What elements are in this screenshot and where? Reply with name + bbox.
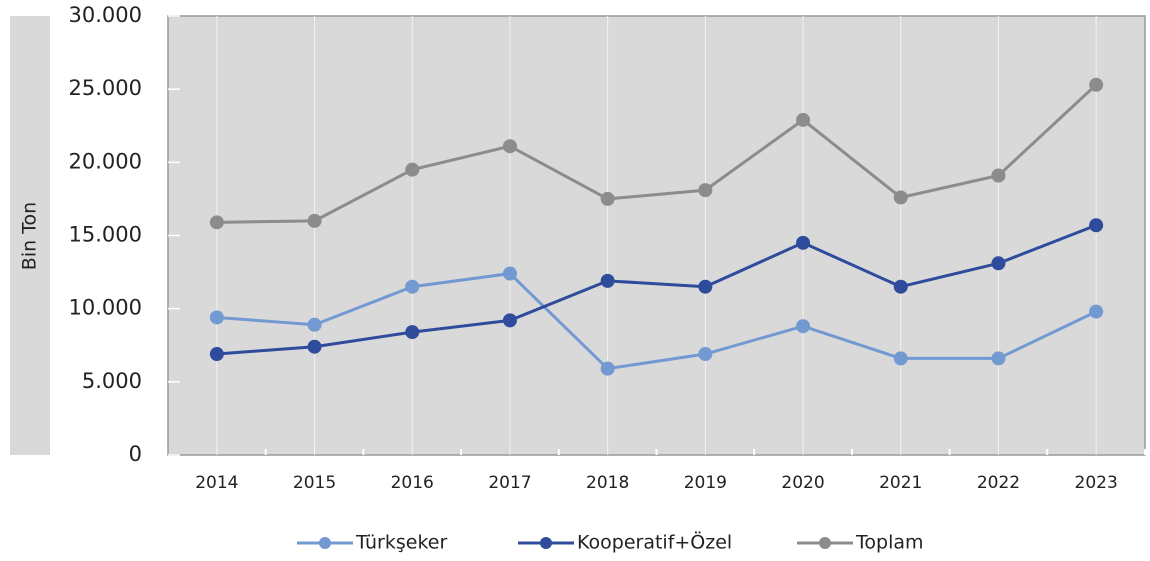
data-point [991, 256, 1006, 271]
x-tick-label: 2019 [684, 473, 727, 493]
y-axis-label: Bin Ton [19, 202, 41, 270]
data-point [893, 351, 908, 366]
y-tick-label: 25.000 [69, 76, 142, 100]
data-point [307, 213, 322, 228]
data-point [307, 339, 322, 354]
y-tick-label: 15.000 [69, 223, 142, 247]
legend-marker [319, 537, 331, 549]
data-point [796, 235, 811, 250]
data-point [209, 215, 224, 230]
data-point [698, 347, 713, 362]
y-tick-label: 30.000 [69, 3, 142, 27]
legend-marker [540, 537, 552, 549]
data-point [502, 139, 517, 154]
x-tick-label: 2016 [391, 473, 434, 493]
x-tick-label: 2023 [1075, 473, 1118, 493]
x-tick-label: 2018 [586, 473, 629, 493]
data-point [1089, 218, 1104, 233]
data-point [991, 351, 1006, 366]
data-point [600, 361, 615, 376]
series-line [216, 223, 1097, 356]
data-point [307, 317, 322, 332]
data-point [209, 347, 224, 362]
y-tick-label: 0 [129, 442, 142, 466]
data-point [698, 279, 713, 294]
data-point [405, 325, 420, 340]
data-point [991, 168, 1006, 183]
x-tick-label: 2014 [195, 473, 238, 493]
data-point [600, 191, 615, 206]
data-point [698, 183, 713, 198]
x-tick-label: 2015 [293, 473, 336, 493]
legend-label: Toplam [855, 532, 924, 554]
data-point [796, 319, 811, 334]
y-tick-label: 5.000 [82, 369, 142, 393]
data-point [893, 190, 908, 205]
data-point [893, 279, 908, 294]
y-label-box [10, 16, 50, 455]
legend-label: Türkşeker [355, 532, 447, 554]
legend-label: Kooperatif+Özel [577, 531, 732, 554]
x-tick-label: 2021 [879, 473, 922, 493]
data-point [502, 313, 517, 328]
data-point [405, 279, 420, 294]
x-tick-label: 2020 [781, 473, 824, 493]
y-tick-label: 20.000 [69, 149, 142, 173]
plot-area [167, 15, 1146, 456]
series-line [216, 271, 1097, 371]
legend-marker [819, 537, 831, 549]
data-point [796, 112, 811, 127]
series-line [216, 83, 1098, 224]
y-tick-label: 10.000 [69, 296, 142, 320]
data-point [1089, 304, 1104, 319]
data-point [209, 310, 224, 325]
x-tick-label: 2017 [488, 473, 531, 493]
data-point [1089, 77, 1104, 92]
data-point [502, 266, 517, 281]
data-point [405, 162, 420, 177]
data-point [600, 273, 615, 288]
x-tick-label: 2022 [977, 473, 1020, 493]
